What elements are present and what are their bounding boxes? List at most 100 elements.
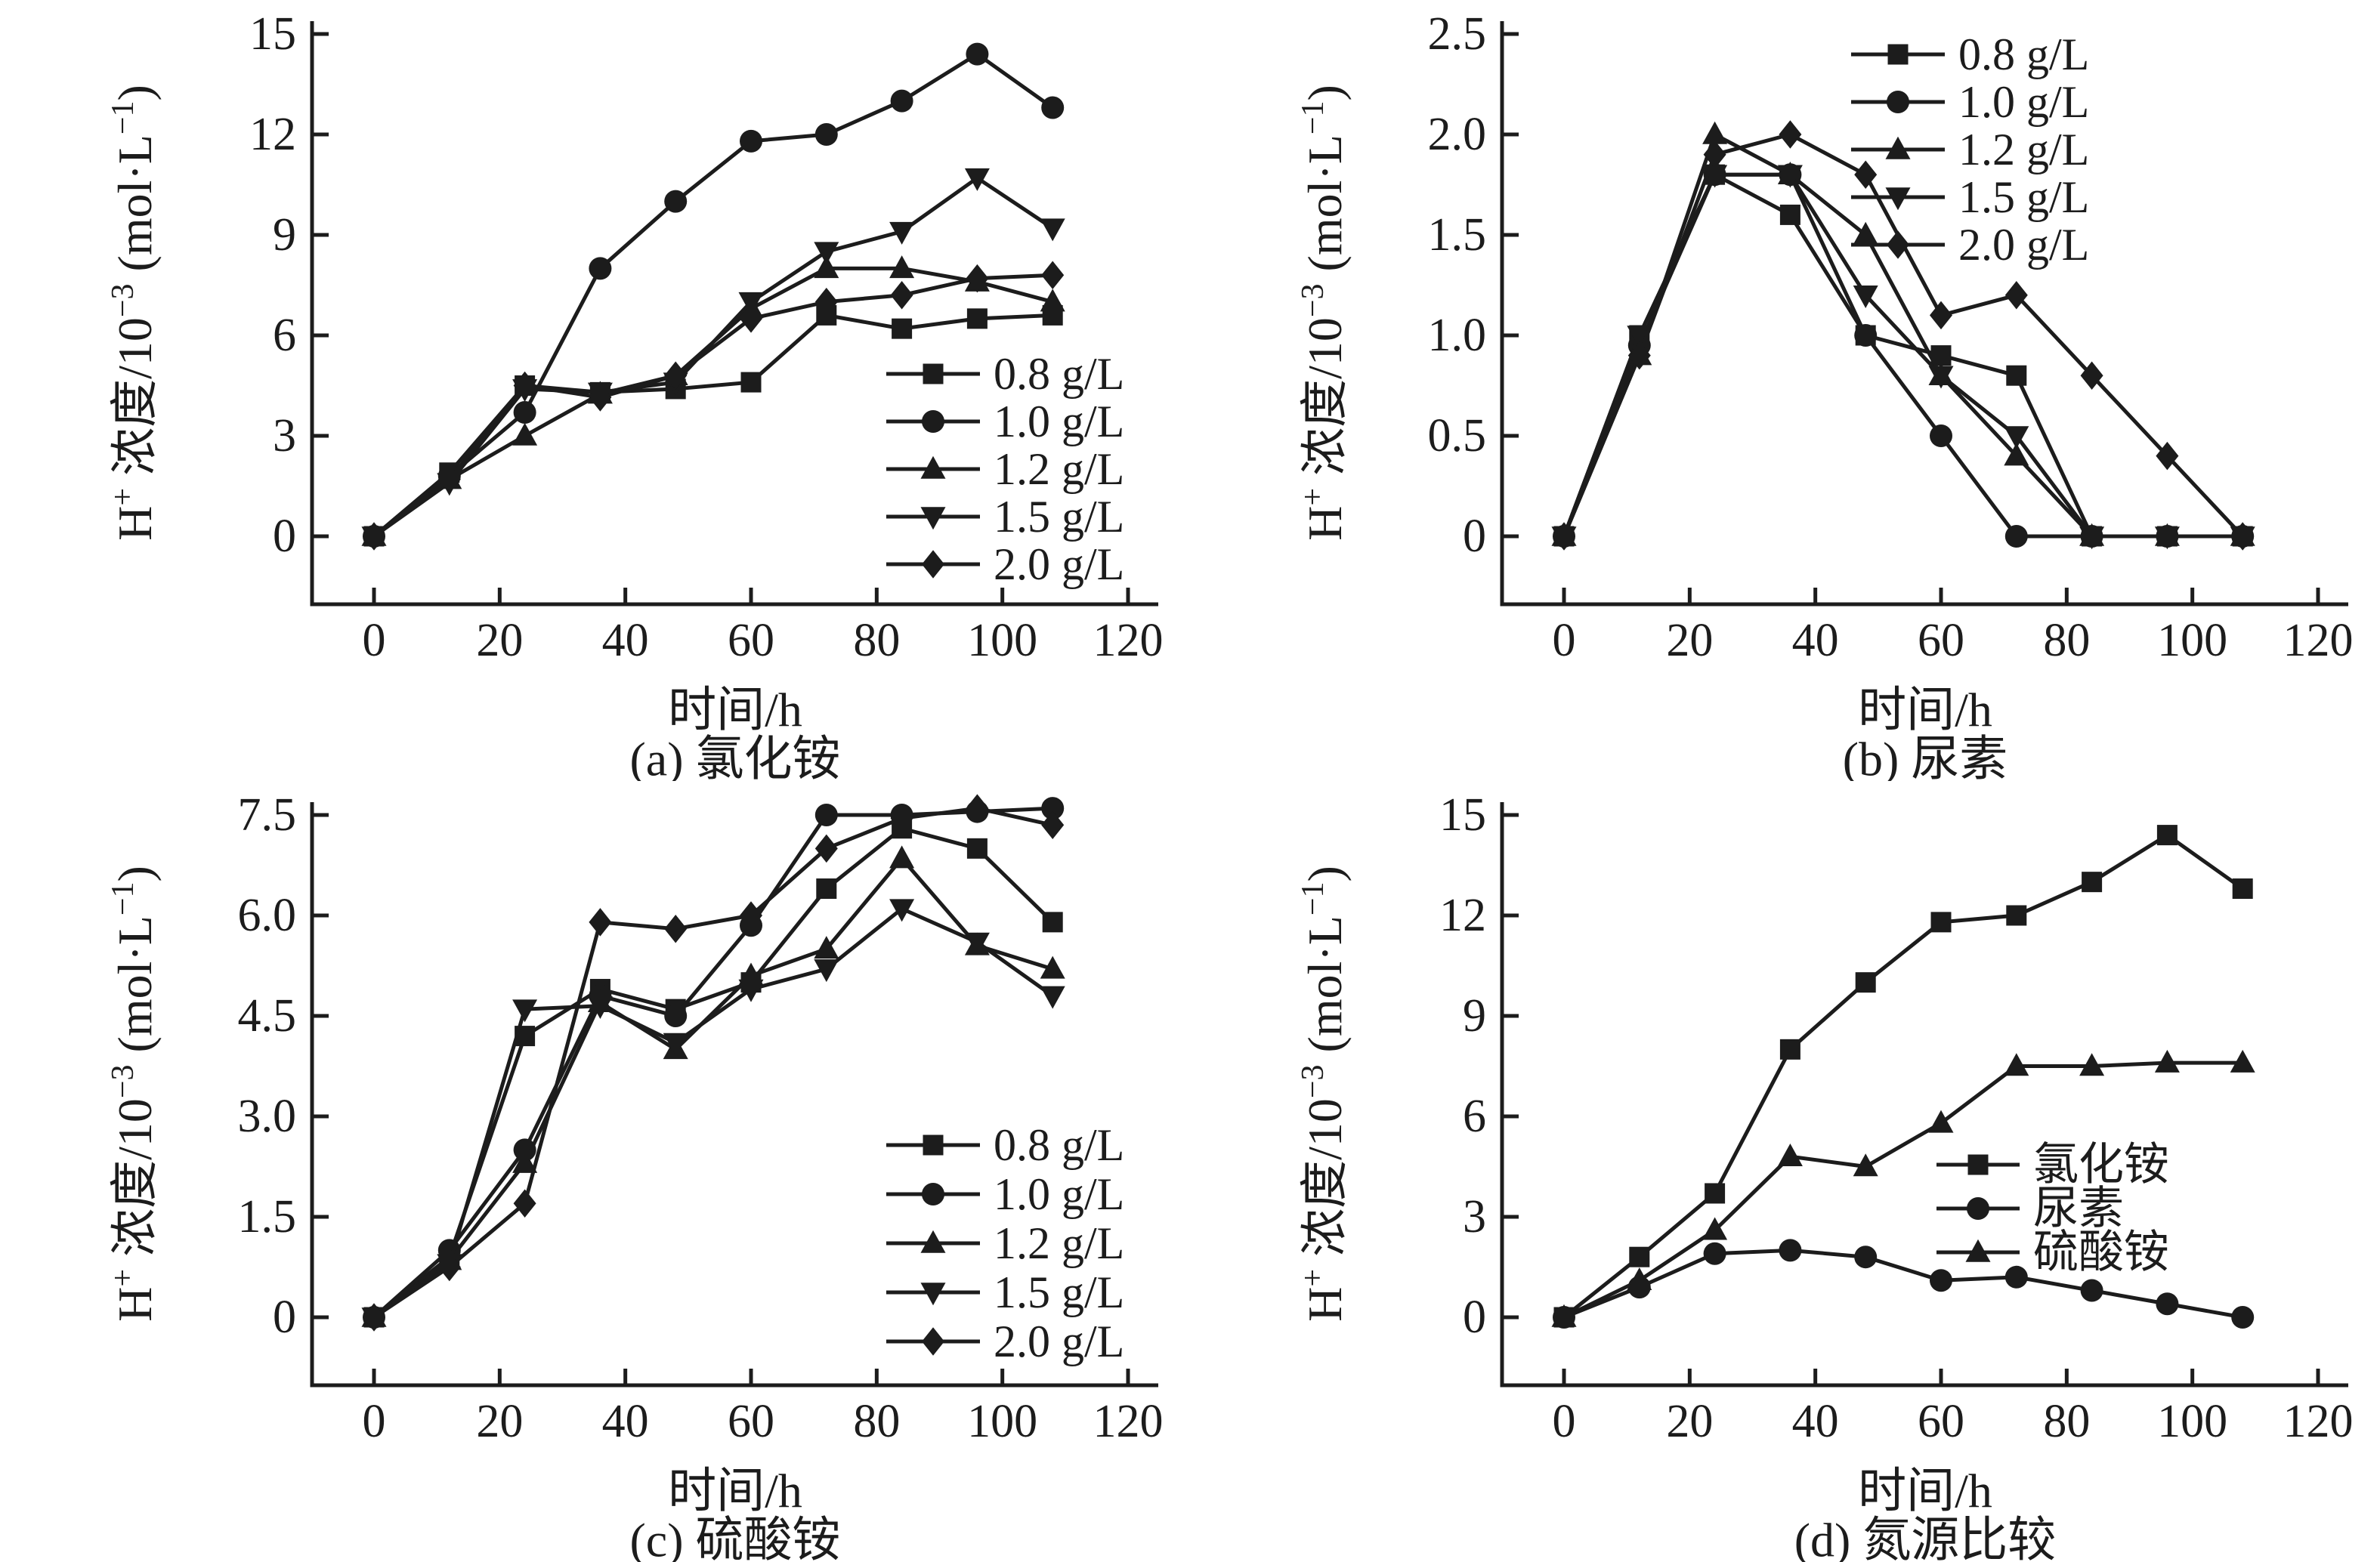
series-line-1.0 g/L: [1562, 172, 2243, 539]
marker-diamond: [890, 281, 913, 310]
marker-square: [1779, 1039, 1800, 1060]
x-tick-label: 60: [728, 615, 774, 666]
marker-square: [1779, 204, 1800, 225]
marker-diamond: [2156, 441, 2179, 471]
marker-triangle-down: [663, 1033, 688, 1056]
marker-circle: [1854, 1246, 1878, 1269]
series-line-1.0 g/L: [372, 806, 1053, 1319]
marker-diamond: [2080, 361, 2103, 390]
marker-diamond: [1041, 261, 1065, 289]
x-tick-label: 100: [2157, 1396, 2227, 1447]
marker-circle: [1779, 1239, 1802, 1262]
marker-triangle-up: [512, 1150, 538, 1173]
marker-triangle-down: [2079, 526, 2105, 550]
marker-circle: [2080, 1279, 2103, 1302]
chart-a: 0 3 6 9 12 15 0 20 40 60 80 100 120 0.8 g/L1.0 g/L1.2…: [106, 8, 1164, 781]
x-axis-title: 时间/h: [668, 1465, 802, 1518]
x-tick-label: 120: [2283, 615, 2354, 666]
marker-circle: [1041, 797, 1065, 820]
marker-diamond: [513, 1189, 536, 1218]
marker-triangle-up: [1965, 1239, 1991, 1262]
x-tick-label: 0: [363, 1396, 386, 1447]
marker-triangle-up: [814, 936, 839, 959]
marker-triangle-up: [889, 255, 915, 279]
panel-b-urea: 0 0.5 1.0 1.5 2.0 2.5 0 20 40 60 80 100 120 0.8 g/L 1.…: [1190, 0, 2380, 781]
series-line-1.5 g/L: [372, 175, 1054, 539]
y-tick-label: 12: [249, 109, 296, 160]
marker-triangle-up: [1853, 1153, 1878, 1177]
legend-label: 1.0 g/L: [994, 397, 1124, 446]
marker-square: [923, 363, 944, 384]
x-tick-label: 120: [1093, 615, 1164, 666]
marker-diamond: [437, 465, 461, 494]
marker-circle: [922, 1183, 944, 1205]
x-tick-label: 80: [2043, 615, 2090, 666]
marker-circle: [1041, 96, 1065, 119]
y-tick-label: 15: [249, 8, 296, 60]
y-tick-label: 6: [1463, 1091, 1486, 1142]
marker-circle: [513, 400, 536, 424]
x-tick-label: 100: [967, 615, 1037, 666]
marker-diamond: [740, 304, 763, 333]
marker-triangle-down: [889, 899, 915, 922]
marker-diamond: [740, 901, 763, 930]
marker-square: [892, 318, 913, 339]
series-line-1.2 g/L: [372, 266, 1053, 538]
marker-triangle-down: [1853, 286, 1878, 309]
marker-diamond: [1553, 522, 1575, 551]
y-axis-title: H+ 浓度/10−3 (mol·L−1): [106, 85, 162, 541]
marker-triangle-up: [1551, 1304, 1577, 1327]
y-tick-label: 4.5: [238, 990, 297, 1042]
marker-triangle-up: [1702, 121, 1728, 144]
marker-circle: [1887, 91, 1909, 113]
marker-triangle-down: [1885, 187, 1911, 211]
marker-triangle-up: [920, 1230, 946, 1253]
y-tick-label: 2.0: [1428, 109, 1487, 160]
marker-square: [2006, 365, 2027, 386]
y-tick-label: 12: [1439, 890, 1486, 941]
series-line-1.2 g/L: [372, 855, 1053, 1319]
marker-diamond: [814, 834, 838, 863]
x-axis-title: 时间/h: [1858, 1465, 1992, 1518]
marker-diamond: [363, 522, 385, 551]
series-line-1.5 g/L: [372, 906, 1054, 1320]
marker-triangle-up: [889, 845, 915, 869]
marker-triangle-up: [2230, 1049, 2255, 1073]
legend-label: 0.8 g/L: [994, 349, 1124, 399]
marker-square: [2082, 872, 2103, 893]
x-tick-label: 60: [1918, 1396, 1964, 1447]
series-line-2.0 g/L: [372, 273, 1053, 538]
marker-circle: [1967, 1197, 1989, 1220]
x-tick-label: 20: [1666, 615, 1713, 666]
x-tick-label: 100: [2157, 615, 2227, 666]
marker-triangle-down: [738, 292, 764, 315]
panel-c-ammonium-sulfate: 0 1.5 3.0 4.5 6.0 7.5 0 20 40 60 80 100 120 0.8 g/L 1.…: [0, 781, 1190, 1562]
legend-label: 1.5 g/L: [1958, 172, 2089, 222]
x-tick-label: 80: [2043, 1396, 2090, 1447]
marker-square: [2156, 825, 2178, 846]
marker-square: [2006, 905, 2027, 926]
marker-diamond: [2231, 522, 2255, 551]
marker-square: [923, 1134, 944, 1156]
x-tick-label: 20: [1666, 1396, 1713, 1447]
panel-caption: (c) 硫酸铵: [629, 1514, 840, 1562]
marker-triangle-down: [889, 221, 915, 245]
marker-triangle-down: [738, 979, 764, 1002]
x-tick-label: 120: [2283, 1396, 2354, 1447]
y-tick-label: 0: [1463, 1292, 1486, 1343]
x-tick-label: 120: [1093, 1396, 1164, 1447]
panel-d-nitrogen-source-comparison: 0 3 6 9 12 15 0 20 40 60 80 100 120 氯化铵 尿素 硫酸铵 时间/h (d) 氮…: [1190, 781, 2380, 1562]
series-line-0.8 g/L: [1562, 171, 2243, 539]
x-tick-label: 0: [1553, 1396, 1576, 1447]
marker-square: [1887, 44, 1909, 65]
y-tick-label: 0: [273, 511, 296, 562]
legend-label: 氯化铵: [2033, 1140, 2169, 1190]
y-tick-label: 1.5: [238, 1191, 297, 1242]
marker-triangle-down: [1627, 326, 1652, 349]
legend-label: 1.0 g/L: [1958, 77, 2089, 127]
legend-label: 2.0 g/L: [994, 539, 1124, 589]
marker-triangle-up: [2079, 1053, 2105, 1076]
panel-caption: (b) 尿素: [1843, 733, 2008, 782]
